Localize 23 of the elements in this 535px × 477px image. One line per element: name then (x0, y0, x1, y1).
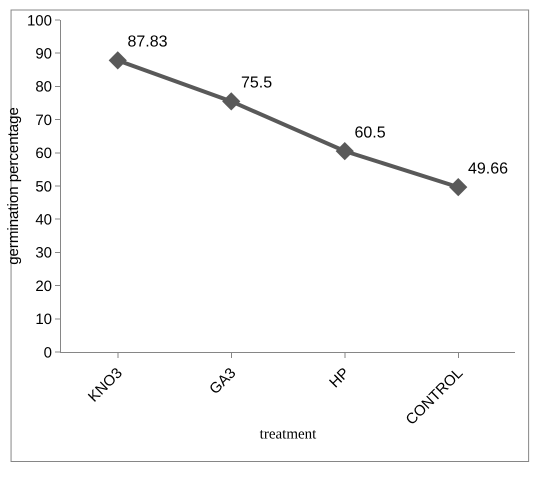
y-tick-label: 90 (35, 45, 52, 62)
x-tick-label: HP (326, 364, 353, 392)
data-label: 49.66 (468, 160, 508, 178)
x-axis-title: treatment (260, 426, 318, 442)
y-tick-label: 50 (35, 178, 52, 196)
y-axis-title: germination percentage (5, 107, 22, 265)
y-tick-label: 80 (35, 78, 52, 96)
point (108, 51, 127, 70)
y-tick-label: 10 (35, 311, 52, 328)
y-tick-label: 20 (35, 278, 52, 295)
y-tick-label: 0 (44, 344, 52, 362)
data-label: 75.5 (241, 74, 272, 92)
data-label: 60.5 (354, 124, 386, 142)
y-tick-label: 30 (35, 244, 52, 262)
point (449, 178, 468, 196)
point (222, 92, 240, 110)
y-tick-label: 40 (35, 211, 52, 228)
y-tick-label: 60 (35, 145, 52, 162)
y-tick-label: 70 (35, 112, 52, 129)
x-tick-label: GA3 (206, 364, 240, 398)
y-tick-label: 100 (26, 12, 52, 30)
point (336, 142, 354, 160)
data-label: 87.83 (128, 34, 168, 51)
